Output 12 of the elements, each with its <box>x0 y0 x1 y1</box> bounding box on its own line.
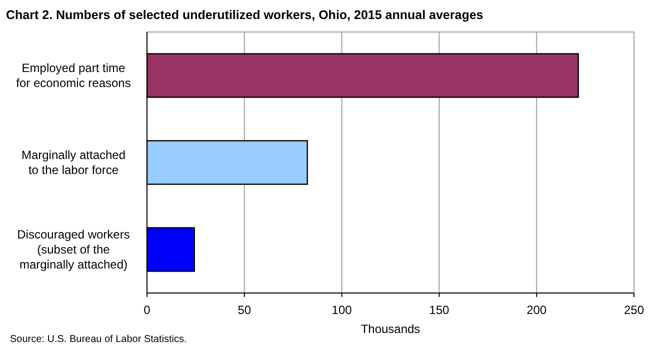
y-tick-label: Marginally attached to the labor force <box>21 148 126 177</box>
source-note: Source: U.S. Bureau of Labor Statistics. <box>10 334 187 345</box>
y-tick-label: Employed part time for economic reasons <box>16 61 131 90</box>
chart-title: Chart 2. Numbers of selected underutilized workers, Ohio, 2015 annual averages <box>6 8 484 22</box>
x-tick-label: 0 <box>144 303 151 317</box>
x-tick-label: 250 <box>624 303 644 317</box>
x-axis-title: Thousands <box>360 322 420 336</box>
x-tick-label: 150 <box>429 303 450 317</box>
x-tick-label: 100 <box>332 303 352 317</box>
y-tick-label: Discouraged workers (subset of the marginally attached) <box>17 228 130 272</box>
x-tick-label: 50 <box>238 303 252 317</box>
x-tick-label: 200 <box>526 303 547 317</box>
